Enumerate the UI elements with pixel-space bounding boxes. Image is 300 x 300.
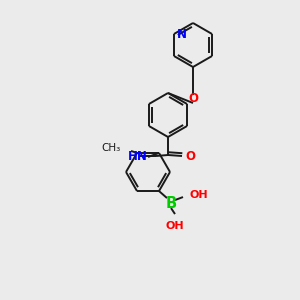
Text: O: O bbox=[188, 92, 198, 106]
Text: OH: OH bbox=[189, 190, 208, 200]
Text: CH₃: CH₃ bbox=[102, 143, 121, 153]
Text: B: B bbox=[165, 196, 177, 211]
Text: OH: OH bbox=[166, 221, 184, 231]
Text: HN: HN bbox=[128, 151, 148, 164]
Text: N: N bbox=[177, 28, 187, 40]
Text: O: O bbox=[185, 151, 195, 164]
